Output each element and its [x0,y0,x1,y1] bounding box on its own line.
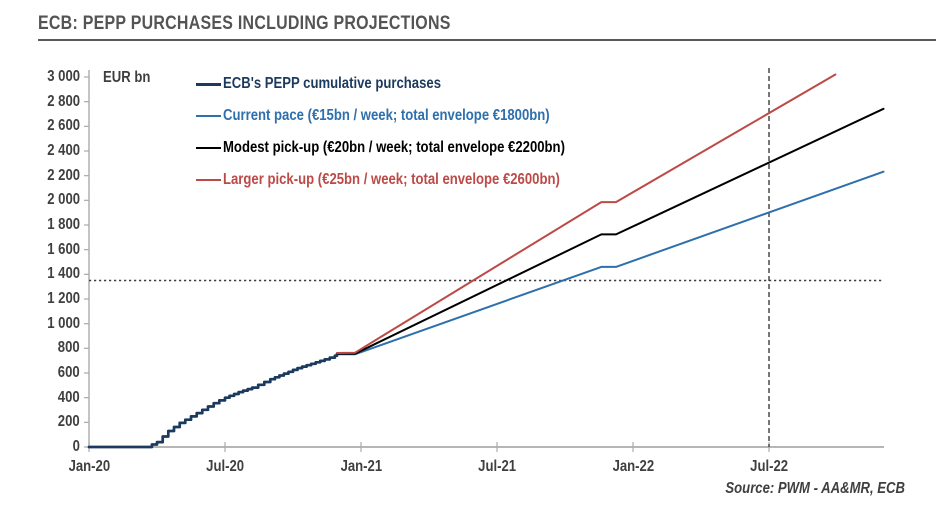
y-axis-tick-label-text: 2 800 [47,92,80,110]
y-axis-tick-label: 2 600 [14,117,80,135]
page-title: ECB: PEPP PURCHASES INCLUDING PROJECTION… [38,13,451,34]
y-axis-tick-label-text: 200 [58,413,80,431]
legend-item-2: Modest pick-up (€20bn / week; total enve… [196,138,640,158]
y-axis-tick-label: 1 600 [14,241,80,259]
y-axis-tick-label: 2 000 [14,191,80,209]
x-axis-tick-label: Jul-20 [185,458,265,476]
y-axis-tick-label-text: 1 400 [47,265,80,283]
legend-line-swatch-icon [196,147,221,149]
y-axis-tick-label: 1 800 [14,216,80,234]
x-axis-tick-label-text: Jan-22 [612,458,654,475]
y-axis-tick-label: 1 000 [14,315,80,333]
y-axis-tick-label-text: 800 [58,339,80,357]
y-axis-tick-label: 200 [14,413,80,431]
chart-legend: ECB's PEPP cumulative purchases Current p… [196,74,640,202]
y-axis-tick-label-text: 2 000 [47,191,80,209]
y-axis-tick-label: 1 200 [14,290,80,308]
y-axis-tick-label-text: 0 [72,438,80,455]
source-label: Source: PWM - AA&MR, ECB [725,480,905,497]
y-axis-tick-label-text: 2 200 [47,166,80,184]
series-line-0 [87,352,339,449]
x-axis-tick-label-text: Jul-21 [478,458,516,475]
legend-item-label: Larger pick-up (€25bn / week; total enve… [223,171,560,188]
y-axis-tick-label: 2 800 [14,93,80,111]
y-axis-tick-label: 600 [14,364,80,382]
x-axis-tick-label-text: Jul-22 [750,458,788,475]
legend-item-label: Current pace (€15bn / week; total envelo… [223,107,550,124]
x-axis-tick-label: Jul-21 [457,458,537,476]
legend-item-0: ECB's PEPP cumulative purchases [196,74,640,94]
y-axis-tick-label-text: 2 600 [47,117,80,135]
y-axis-tick-label: 2 400 [14,142,80,160]
y-axis-tick-label-text: 1 200 [47,290,80,307]
y-axis-tick-label: 0 [14,438,80,456]
y-axis-tick-label-text: 1 800 [47,216,80,233]
y-axis-tick-label-text: 600 [58,364,80,381]
y-axis-tick-label-text: 1 000 [47,314,80,332]
y-axis-tick-label-text: 400 [58,388,80,406]
legend-item-1: Current pace (€15bn / week; total envelo… [196,106,640,126]
y-axis-tick-label-text: 1 600 [47,240,80,258]
y-axis-tick-label: 1 400 [14,265,80,283]
y-axis-tick-label: 800 [14,339,80,357]
y-axis-unit-label: EUR bn [103,69,151,86]
x-axis-tick-label: Jul-22 [729,458,809,476]
y-axis-tick-label: 3 000 [14,68,80,86]
title-underline [38,39,936,41]
y-axis-tick-label-text: 3 000 [47,68,80,85]
x-axis-tick-label-text: Jul-20 [206,458,244,475]
x-axis-tick-label: Jan-21 [321,458,401,476]
x-axis-tick-label: Jan-22 [593,458,673,476]
legend-line-swatch-icon [196,179,221,181]
y-axis-tick-label: 2 200 [14,167,80,185]
legend-item-label: Modest pick-up (€20bn / week; total enve… [223,139,565,156]
x-axis-tick-label-text: Jan-21 [340,458,382,475]
y-axis-tick-label: 400 [14,389,80,407]
legend-line-swatch-icon [196,82,221,86]
series-line-3 [336,73,837,354]
legend-item-3: Larger pick-up (€25bn / week; total enve… [196,170,640,190]
x-axis-tick-label: Jan-20 [49,458,129,476]
y-axis-tick-label-text: 2 400 [47,142,80,159]
legend-line-swatch-icon [196,115,221,117]
legend-item-label: ECB's PEPP cumulative purchases [223,75,441,92]
x-axis-tick-label-text: Jan-20 [68,458,110,475]
